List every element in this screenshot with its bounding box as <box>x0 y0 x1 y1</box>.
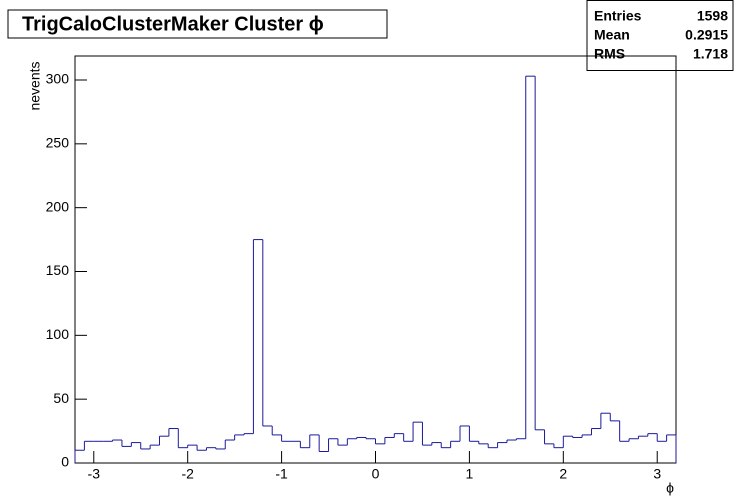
x-tick-label: -2 <box>181 466 194 482</box>
y-axis-label: nevents <box>27 61 43 110</box>
stat-value: 0.2915 <box>685 27 728 43</box>
x-tick-label: 1 <box>466 466 474 482</box>
stat-value: 1.718 <box>693 46 728 62</box>
y-tick-label: 100 <box>46 326 70 342</box>
x-tick-label: -3 <box>88 466 101 482</box>
stat-label: Mean <box>594 27 630 43</box>
stat-label: Entries <box>594 8 642 24</box>
y-tick-label: 0 <box>61 454 69 470</box>
chart-title: TrigCaloClusterMaker Cluster ϕ <box>22 13 324 35</box>
frame <box>74 55 677 464</box>
x-tick-label: 2 <box>559 466 567 482</box>
y-tick-label: 200 <box>46 198 70 214</box>
title-box <box>7 9 388 39</box>
y-tick-label: 250 <box>46 135 70 151</box>
stat-value: 1598 <box>697 8 728 24</box>
y-tick-label: 150 <box>46 262 70 278</box>
y-tick-label: 300 <box>46 71 70 87</box>
x-tick-label: 3 <box>653 466 661 482</box>
x-axis-label: ϕ <box>666 480 674 496</box>
x-tick-label: -1 <box>275 466 288 482</box>
stat-label: RMS <box>594 46 625 62</box>
stats-box <box>586 0 734 71</box>
y-tick-label: 50 <box>53 390 69 406</box>
x-tick-label: 0 <box>372 466 380 482</box>
